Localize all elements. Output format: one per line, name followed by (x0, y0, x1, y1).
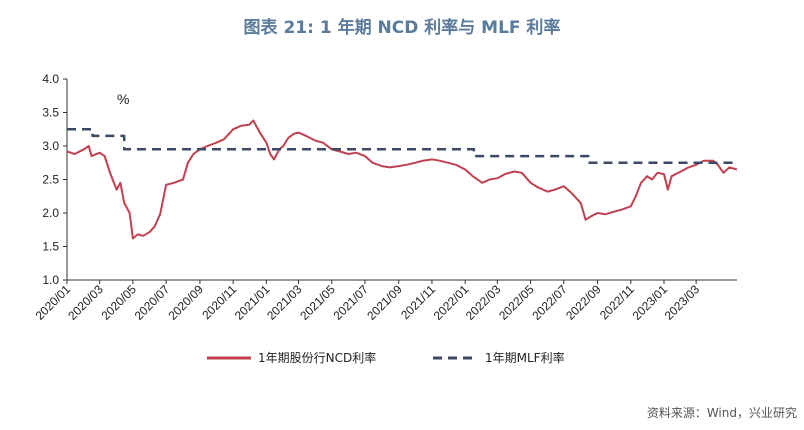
x-tick-label: 2020/09 (165, 282, 206, 323)
y-tick-label: 1.0 (42, 273, 59, 287)
plot-area (66, 79, 737, 281)
x-tick-label: 2021/07 (330, 282, 371, 323)
x-tick-label: 2020/03 (65, 282, 106, 323)
legend-label-ncd: 1年期股份行NCD利率 (258, 350, 376, 365)
y-tick-label: 4.0 (42, 72, 59, 86)
series-line-ncd (66, 119, 738, 240)
x-tick-label: 2020/11 (199, 282, 239, 322)
y-tick-label: 2.5 (42, 173, 59, 187)
y-tick-label: 3.5 (42, 106, 59, 120)
chart-title: 图表 21: 1 年期 NCD 利率与 MLF 利率 (244, 17, 561, 38)
x-tick-label: 2021/03 (264, 282, 305, 323)
x-tick-label: 2020/01 (33, 282, 74, 323)
y-tick-label: 2.0 (42, 206, 59, 220)
x-tick-label: 2022/11 (597, 282, 637, 322)
y-tick-label: 1.5 (42, 240, 59, 254)
y-tick-labels: 1.0 1.5 2.0 2.5 3.0 3.5 4.0 (42, 72, 67, 287)
x-tick-label: 2021/05 (297, 282, 338, 323)
x-tick-label: 2021/09 (364, 282, 405, 323)
series-line-mlf (67, 128, 737, 165)
x-tick-label: 2020/07 (132, 282, 173, 323)
y-unit-label: % (117, 91, 129, 107)
legend: 1年期股份行NCD利率 1年期MLF利率 (207, 350, 565, 365)
x-tick-label: 2022/07 (529, 282, 570, 323)
source-note: 资料来源：Wind，兴业研究 (647, 405, 797, 420)
x-tick-label: 2022/05 (496, 282, 537, 323)
series-group (66, 119, 738, 240)
x-tick-label: 2022/09 (563, 282, 604, 323)
x-tick-label: 2023/03 (662, 282, 703, 323)
y-tick-label: 3.0 (42, 139, 59, 153)
legend-label-mlf: 1年期MLF利率 (485, 350, 565, 365)
x-tick-label: 2022/03 (463, 282, 504, 323)
x-tick-label: 2020/05 (98, 282, 139, 323)
x-tick-label: 2021/11 (398, 282, 438, 322)
x-tick-labels: 2020/012020/032020/052020/072020/092020/… (33, 280, 703, 323)
